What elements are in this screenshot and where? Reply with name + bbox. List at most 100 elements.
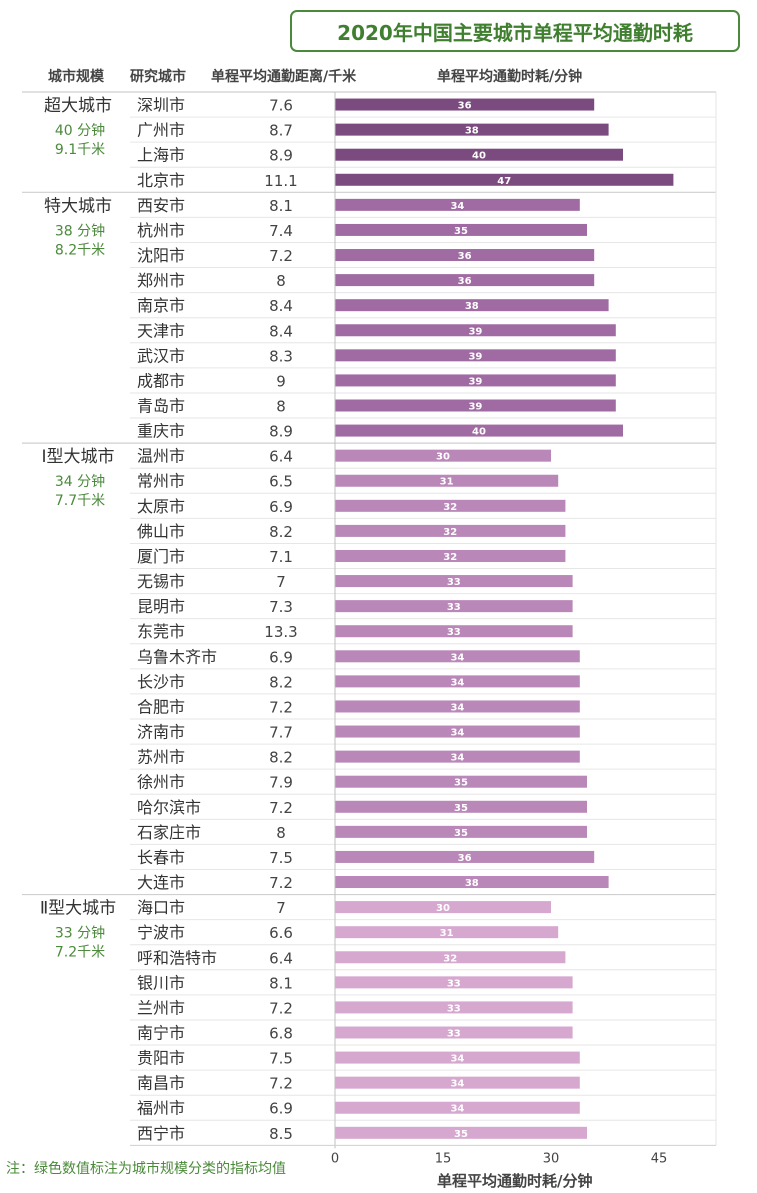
bar [335,424,623,437]
distance-value: 8.9 [269,147,293,165]
city-label: 宁波市 [137,923,185,942]
city-label: 兰州市 [137,998,185,1017]
bar-value-label: 34 [450,702,464,713]
city-label: 哈尔滨市 [137,798,201,817]
group-mean-distance: 7.2千米 [55,945,105,961]
distance-value: 8.1 [269,197,293,215]
bar [335,926,559,939]
bar-value-label: 34 [450,753,464,764]
bar-value-label: 32 [443,953,457,964]
city-label: 杭州市 [137,221,185,240]
bar-value-label: 39 [468,351,482,362]
bar-value-label: 36 [458,276,472,287]
city-label: 温州市 [137,447,185,466]
city-label: 大连市 [137,873,185,892]
bar [335,1101,580,1114]
distance-value: 6.4 [269,949,293,967]
distance-value: 8.7 [269,122,293,140]
bar-value-label: 35 [454,778,468,789]
city-label: 太原市 [137,497,185,516]
city-label: 佛山市 [137,522,185,541]
distance-value: 8 [276,272,286,290]
distance-value: 7.2 [269,799,293,817]
distance-value: 6.6 [269,924,293,942]
group-mean-time: 33 分钟 [55,925,105,942]
city-label: 东莞市 [137,622,185,641]
city-label: 广州市 [137,121,185,140]
group-mean-distance: 7.7千米 [55,493,105,509]
group-mean-time: 34 分钟 [55,473,105,490]
bar [335,976,573,989]
distance-value: 6.8 [269,1025,293,1043]
distance-value: 7 [276,573,286,591]
city-label: 深圳市 [137,96,185,115]
bar [335,725,580,738]
distance-value: 11.1 [264,172,297,190]
bar [335,876,609,889]
bar [335,399,616,412]
x-tick-label: 0 [331,1151,339,1166]
distance-value: 9 [276,372,286,390]
distance-value: 8.1 [269,974,293,992]
distance-value: 6.4 [269,448,293,466]
group-name: Ⅰ型大城市 [41,447,114,467]
bar-value-label: 39 [468,402,482,413]
header-city: 研究城市 [130,69,186,85]
distance-value: 7.2 [269,874,293,892]
bar [335,349,616,362]
city-label: 武汉市 [137,346,185,365]
bar-value-label: 35 [454,1129,468,1140]
header-city-scale: 城市规模 [48,69,104,85]
distance-value: 7.3 [269,598,293,616]
bar-value-label: 35 [454,803,468,814]
bar-value-label: 31 [440,477,454,488]
bar-value-label: 33 [447,1003,461,1014]
bar [335,524,566,537]
bar [335,1126,587,1139]
group-mean-distance: 8.2千米 [55,242,105,258]
distance-value: 6.9 [269,648,293,666]
distance-value: 7.2 [269,999,293,1017]
bar [335,449,551,462]
bar [335,499,566,512]
bar [335,98,595,111]
chart-title: 2020年中国主要城市单程平均通勤时耗 [290,10,740,52]
bar-value-label: 33 [447,978,461,989]
city-label: 西宁市 [137,1124,185,1143]
bar-value-label: 34 [450,677,464,688]
bar-value-label: 30 [436,903,450,914]
city-label: 济南市 [137,723,185,742]
x-axis-label: 单程平均通勤时耗/分钟 [437,1172,593,1190]
bar-value-label: 39 [468,376,482,387]
bar-value-label: 31 [440,928,454,939]
bar-value-label: 34 [450,201,464,212]
distance-value: 7 [276,899,286,917]
distance-value: 7.2 [269,698,293,716]
bar [335,825,587,838]
x-tick-label: 30 [543,1151,560,1166]
bar-value-label: 36 [458,251,472,262]
bar [335,1051,580,1064]
distance-value: 7.7 [269,724,293,742]
distance-value: 7.2 [269,247,293,265]
city-label: 青岛市 [137,397,185,416]
city-label: 沈阳市 [137,246,185,265]
city-label: 厦门市 [137,547,185,566]
x-tick-label: 45 [651,1151,668,1166]
header-time: 单程平均通勤时耗/分钟 [437,69,583,85]
distance-value: 13.3 [264,623,297,641]
city-label: 呼和浩特市 [137,948,217,967]
group-mean-time: 40 分钟 [55,122,105,139]
city-label: 天津市 [137,321,185,340]
city-label: 无锡市 [137,572,185,591]
bar-value-label: 32 [443,552,457,563]
bar [335,1001,573,1014]
city-label: 北京市 [137,171,185,190]
bar-value-label: 38 [465,301,479,312]
bar-value-label: 38 [465,878,479,889]
bar [335,600,573,613]
distance-value: 8.2 [269,523,293,541]
bar [335,274,595,287]
bar [335,575,573,588]
group-name: 特大城市 [44,196,112,216]
